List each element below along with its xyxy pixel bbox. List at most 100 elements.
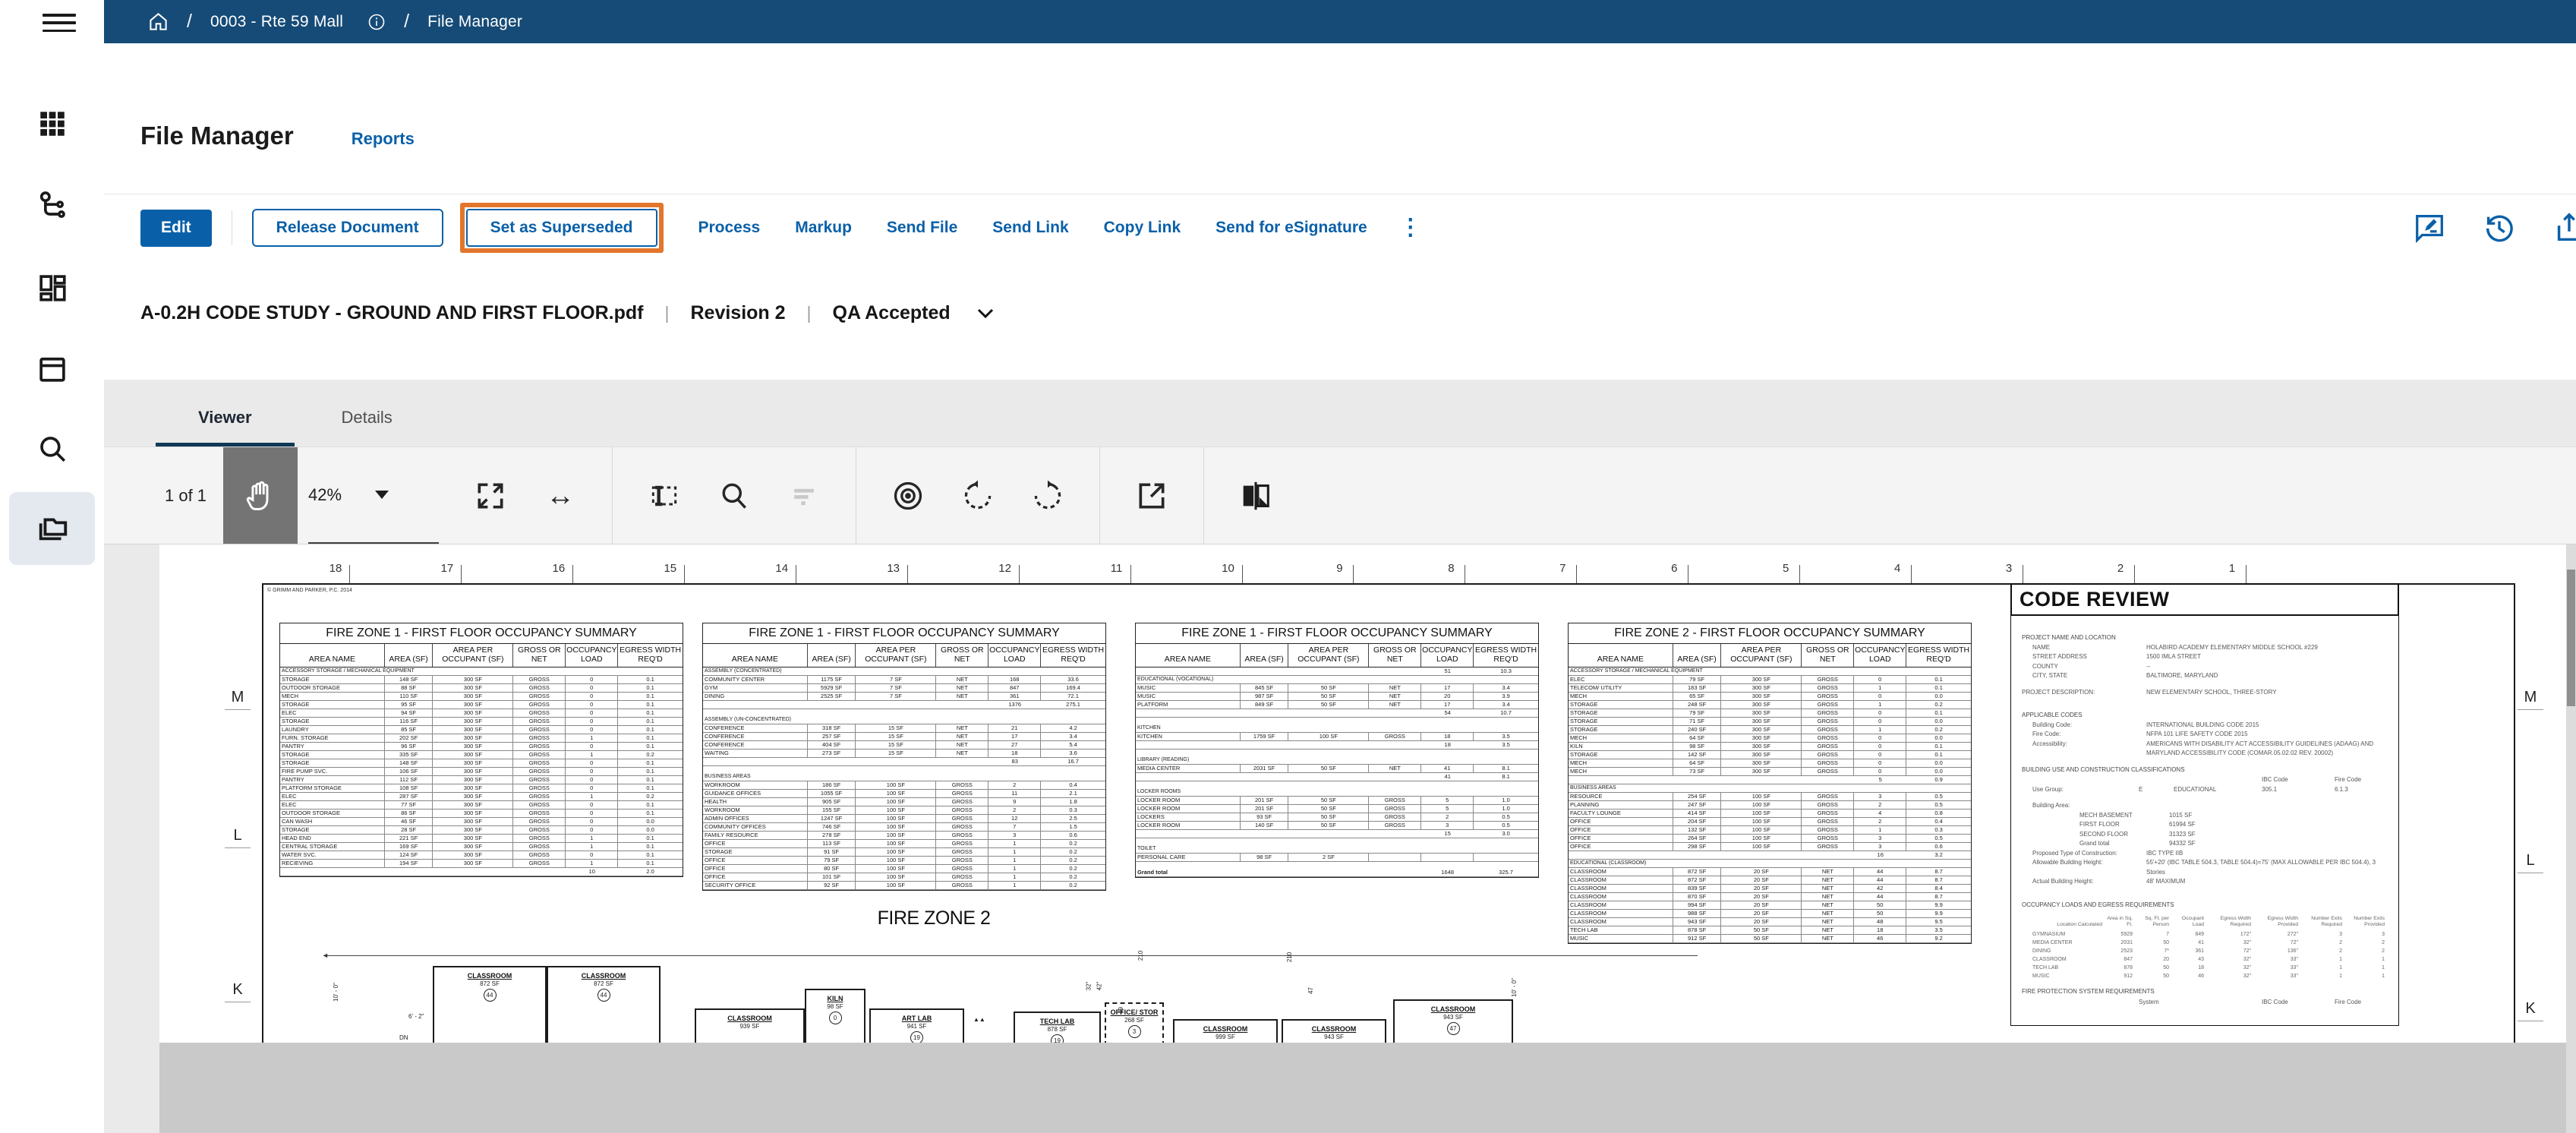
table-row: PANTRY 112 SF 300 SF GROSS 0 0.1 [280,775,683,784]
breadcrumb-slash: / [187,11,192,32]
dashboard-icon [39,275,66,301]
plan-room: OFFICE/ STOR 268 SF 3 [1105,1002,1164,1043]
table-row: 51 10.3 [1136,667,1538,676]
table-row: ASSEMBLY (CONCENTRATED) [703,667,1105,676]
table-row: OFFICE 298 SF 100 SF GROSS 3 0.6 [1569,842,1971,851]
menu-icon[interactable] [43,11,76,34]
text-select-icon [651,485,677,506]
more-actions-icon[interactable]: ⋮ [1398,215,1422,240]
rotate-right-button[interactable] [1029,478,1066,514]
plan-room: CLASSROOM 872 SF 44 [433,966,547,1043]
top-bar: / 0003 - Rte 59 Mall / File Manager [104,0,2576,43]
plan-room: ART LAB 941 SF 19 [869,1008,964,1043]
plan-room: CLASSROOM 943 SF [1282,1019,1386,1043]
table-row: TECH LAB 878 SF 50 SF NET 18 3.5 [1569,926,1971,935]
table-row: MUSIC 845 SF 50 SF NET 17 3.4 [1136,683,1538,693]
breadcrumb-project[interactable]: 0003 - Rte 59 Mall [210,12,344,30]
plan-room: CLASSROOM 943 SF 47 [1393,999,1513,1043]
table-row: HEALTH 905 SF 100 SF GROSS 9 1.8 [703,797,1105,806]
table-row: CLASSROOM 839 SF 20 SF NET 42 8.4 [1569,884,1971,893]
search-document-button[interactable] [716,478,752,514]
fit-width-button[interactable]: ↔ [542,478,579,514]
history-icon[interactable] [2482,210,2517,245]
table-row: MUSIC 987 SF 50 SF NET 20 3.9 [1136,692,1538,701]
table-row: HEAD END 221 SF 300 SF GROSS 1 0.1 [280,834,683,843]
sheet-ruler-letter: L [225,827,251,848]
hand-icon [246,481,269,510]
table-row: BUSINESS AREAS [703,773,1105,781]
sidebar-item-apps[interactable] [35,106,70,141]
sheet-ruler-letter: M [225,689,251,710]
search-icon [40,437,66,462]
view-mode-button[interactable] [890,478,926,514]
occupancy-table: FIRE ZONE 2 - FIRST FLOOR OCCUPANCY SUMM… [1568,623,1972,944]
process-button[interactable]: Process [698,219,761,236]
viewer-panel: Viewer Details 1 of 1 42% ↔ [104,380,2576,1133]
hand-tool-button[interactable] [223,447,298,544]
sidebar-active-indicator [9,492,95,565]
scrollbar-thumb[interactable] [2567,570,2575,706]
highlight-box: Set as Superseded [459,203,664,253]
table-row: 83 16.7 [703,758,1105,766]
table-row: DINING 2525 SF 7 SF NET 361 72.1 [703,692,1105,701]
apps-grid-icon [40,112,65,136]
home-icon[interactable] [148,11,169,32]
release-document-button[interactable]: Release Document [251,209,443,247]
send-for-esignature-button[interactable]: Send for eSignature [1215,219,1367,236]
plan-room: CLASSROOM 939 SF [695,1008,805,1043]
info-icon[interactable] [367,13,386,31]
status-chevron-down-icon[interactable] [976,308,995,320]
zoom-dropdown[interactable]: 42% [308,447,440,544]
table-row: KITCHEN [1136,724,1538,733]
send-link-button[interactable]: Send Link [992,219,1069,236]
send-file-button[interactable]: Send File [886,219,958,236]
table-row: LAUNDRY 85 SF 300 SF GROSS 0 0.1 [280,725,683,734]
compare-pages-button[interactable] [1238,478,1274,514]
vertical-scrollbar[interactable] [2566,544,2576,1133]
plan-annotation: DN [399,1034,408,1041]
tab-details[interactable]: Details [341,408,393,427]
document-revision: Revision 2 [690,302,786,323]
right-action-icons [2412,210,2576,245]
fullscreen-button[interactable] [472,478,509,514]
sidebar-item-search[interactable] [35,431,70,466]
action-toolbar: Edit Release Document Set as Superseded … [104,199,2576,257]
table-row: MECH 65 SF 300 SF GROSS 0 0.0 [1569,692,1971,701]
select-text-button[interactable] [646,478,683,514]
annotate-icon[interactable] [2412,210,2447,245]
code-review-title: CODE REVIEW [2010,583,2399,616]
markup-button[interactable]: Markup [795,219,852,236]
sidebar-item-file-manager[interactable] [35,510,70,545]
tab-viewer[interactable]: Viewer [156,408,295,447]
plan-annotation: 10' - 0" [1510,978,1518,997]
table-row: 54 10.7 [1136,709,1538,718]
compare-pages-icon [1243,481,1269,510]
table-row: GUIDANCE OFFICES 1055 SF 100 SF GROSS 11 2.1 [703,789,1105,798]
table-row: CLASSROOM 988 SF 20 SF NET 50 9.9 [1569,909,1971,918]
table-row: CENTRAL STORAGE 169 SF 300 SF GROSS 1 0.1 [280,842,683,851]
table-row: STORAGE 79 SF 300 SF GROSS 0 0.1 [1569,709,1971,718]
open-in-new-window-button[interactable] [1134,478,1170,514]
sidebar-item-dashboard[interactable] [35,270,70,305]
reports-link[interactable]: Reports [351,129,415,148]
table-row: MUSIC 912 SF 50 SF NET 46 9.2 [1569,934,1971,943]
table-row: WORKROOM 155 SF 100 SF GROSS 2 0.3 [703,806,1105,815]
pdf-page[interactable]: 18 17 16 15 14 13 12 11 10 9 8 7 6 5 4 3 2 1 © GRIMM AND … [159,544,2566,1043]
copy-link-button[interactable]: Copy Link [1103,219,1181,236]
table-row: LOCKER ROOM 201 SF 50 SF GROSS 5 1.0 [1136,796,1538,805]
set-as-superseded-button[interactable]: Set as Superseded [465,209,657,247]
separator: | [664,303,670,323]
code-review-body: PROJECT NAME AND LOCATION NAME HOLABIRD AC… [2010,616,2399,1026]
table-row: LOCKER ROOMS [1136,788,1538,797]
sidebar-item-workflow[interactable] [35,188,70,223]
document-status: QA Accepted [832,302,951,323]
rotate-left-button[interactable] [960,478,996,514]
table-row: CLASSROOM 870 SF 20 SF NET 44 8.7 [1569,892,1971,901]
table-row: CONFERENCE 257 SF 15 SF NET 17 3.4 [703,732,1105,741]
sidebar-item-calendar[interactable] [35,351,70,386]
table-row: CONFERENCE 318 SF 15 SF NET 21 4.2 [703,724,1105,733]
edit-button[interactable]: Edit [140,209,212,247]
egress-table: Location Calculated Area in Sq. Ft. Sq. Ft… [2032,916,2385,979]
share-export-icon[interactable] [2552,210,2576,245]
